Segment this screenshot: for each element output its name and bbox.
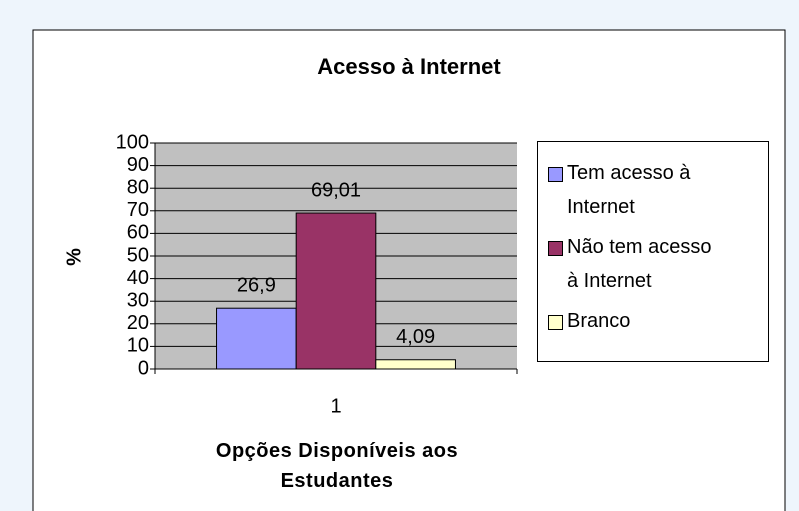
legend-label: Branco [567, 310, 631, 332]
legend-entry: Tem acesso à Internet [548, 156, 768, 224]
legend-swatch [548, 167, 563, 182]
legend-swatch [548, 241, 563, 256]
value-label: 69,01 [311, 179, 361, 201]
y-tick-label: 30 [127, 289, 149, 311]
y-tick-label: 100 [116, 131, 149, 153]
value-label: 26,9 [237, 274, 276, 296]
legend-entry: Não tem acesso à Internet [548, 230, 768, 298]
y-tick-label: 80 [127, 176, 149, 198]
value-label: 4,09 [396, 326, 435, 348]
y-tick-label: 60 [127, 222, 149, 244]
legend-label: Tem acesso à Internet [567, 162, 691, 218]
legend-entry: Branco [548, 304, 768, 338]
legend: Tem acesso à Internet Não tem acesso à In… [537, 141, 769, 362]
y-tick-label: 0 [138, 357, 149, 379]
x-axis-label: Opções Disponíveis aos Estudantes [216, 440, 458, 492]
bar [375, 359, 456, 370]
y-tick-label: 70 [127, 199, 149, 221]
x-tick-label: 1 [330, 395, 341, 417]
y-tick-label: 50 [127, 244, 149, 266]
legend-label: Não tem acesso à Internet [567, 236, 712, 292]
bar [295, 212, 377, 370]
y-axis-label: % [63, 248, 85, 266]
y-tick-label: 40 [127, 267, 149, 289]
y-tick-label: 20 [127, 312, 149, 334]
legend-swatch [548, 315, 563, 330]
bar [216, 307, 297, 370]
y-tick-label: 90 [127, 154, 149, 176]
chart-title: Acesso à Internet [317, 54, 501, 79]
y-tick-label: 10 [127, 335, 149, 357]
